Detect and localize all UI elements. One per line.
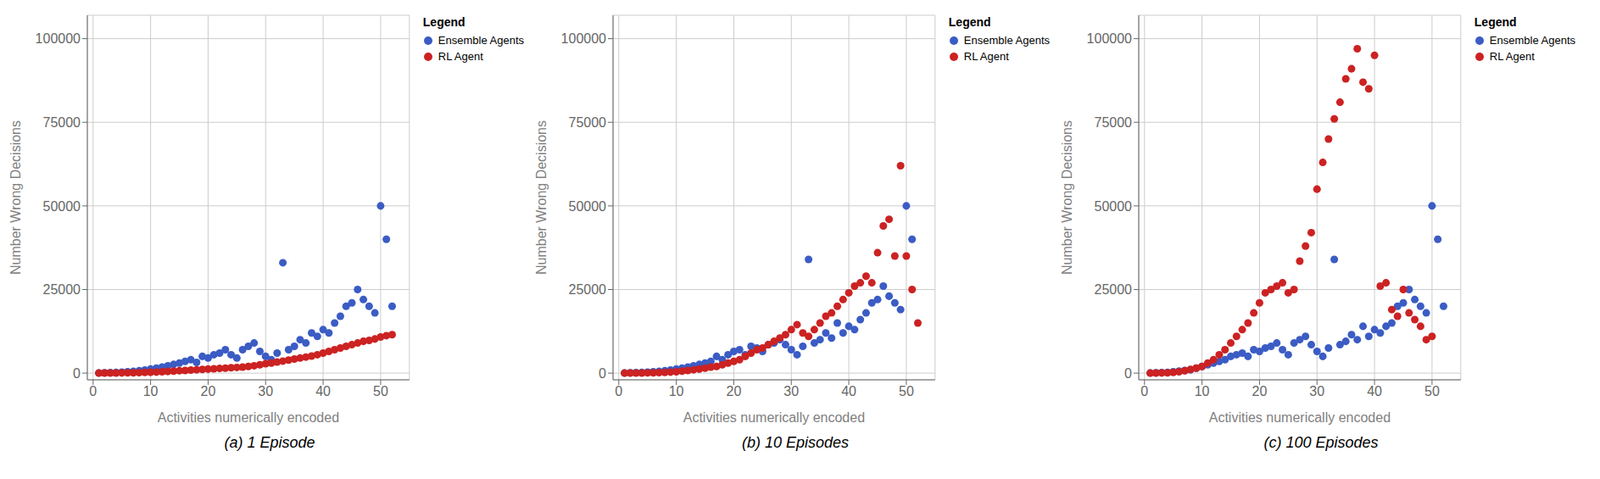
svg-text:50: 50: [373, 384, 389, 399]
html-text:Legend: Legend: [948, 15, 991, 29]
svg-text:Activities numerically encoded: Activities numerically encoded: [157, 410, 340, 425]
svg-text:Number Wrong Decisions: Number Wrong Decisions: [8, 120, 23, 275]
svg-text:100000: 100000: [1087, 31, 1132, 46]
svg-text:0: 0: [614, 384, 623, 399]
svg-text:10: 10: [143, 384, 159, 399]
svg-text:Activities numerically encoded: Activities numerically encoded: [683, 410, 865, 425]
svg-text:0: 0: [72, 366, 81, 381]
svg-text:25000: 25000: [568, 282, 608, 297]
svg-text:100000: 100000: [35, 31, 81, 46]
svg-text:40: 40: [841, 384, 857, 399]
svg-text:Activities numerically encoded: Activities numerically encoded: [1209, 410, 1391, 425]
html-text:RL Agent: RL Agent: [1489, 50, 1535, 63]
svg-text:30: 30: [257, 384, 274, 399]
svg-text:10: 10: [668, 384, 685, 399]
svg-text:40: 40: [1366, 384, 1383, 399]
svg-text:25000: 25000: [1094, 282, 1133, 297]
html-text:Legend: Legend: [422, 15, 466, 29]
svg-text:75000: 75000: [43, 115, 82, 130]
svg-text:20: 20: [726, 384, 742, 399]
html-text:RL Agent: RL Agent: [438, 50, 484, 63]
svg-text:40: 40: [315, 384, 331, 399]
svg-text:50000: 50000: [43, 199, 82, 214]
html-text:Ensemble Agents: Ensemble Agents: [438, 33, 525, 47]
svg-text:75000: 75000: [568, 115, 608, 130]
svg-text:20: 20: [1252, 384, 1268, 399]
html-text:RL Agent: RL Agent: [963, 50, 1009, 63]
svg-text:30: 30: [783, 384, 799, 399]
svg-text:0: 0: [1124, 366, 1132, 381]
html-text:(b) 10 Episodes: (b) 10 Episodes: [741, 434, 849, 452]
svg-text:100000: 100000: [561, 31, 607, 46]
svg-text:10: 10: [1194, 384, 1210, 399]
html-text:Ensemble Agents: Ensemble Agents: [963, 33, 1050, 47]
svg-text:50000: 50000: [568, 199, 608, 214]
svg-text:25000: 25000: [43, 282, 82, 297]
svg-text:0: 0: [598, 366, 607, 381]
html-text:Legend: Legend: [1474, 15, 1517, 29]
svg-text:50: 50: [1424, 384, 1440, 399]
svg-text:30: 30: [1309, 384, 1325, 399]
svg-text:Number Wrong Decisions: Number Wrong Decisions: [534, 120, 549, 275]
svg-text:0: 0: [89, 384, 97, 399]
svg-text:50000: 50000: [1094, 199, 1133, 214]
svg-text:20: 20: [200, 384, 217, 399]
svg-text:0: 0: [1140, 384, 1149, 399]
html-text:(c) 100 Episodes: (c) 100 Episodes: [1263, 434, 1379, 452]
html-text:(a) 1 Episode: (a) 1 Episode: [224, 434, 315, 452]
svg-text:50: 50: [898, 384, 915, 399]
svg-text:Number Wrong Decisions: Number Wrong Decisions: [1059, 120, 1075, 275]
html-text:Ensemble Agents: Ensemble Agents: [1489, 33, 1576, 47]
svg-text:75000: 75000: [1094, 115, 1133, 130]
